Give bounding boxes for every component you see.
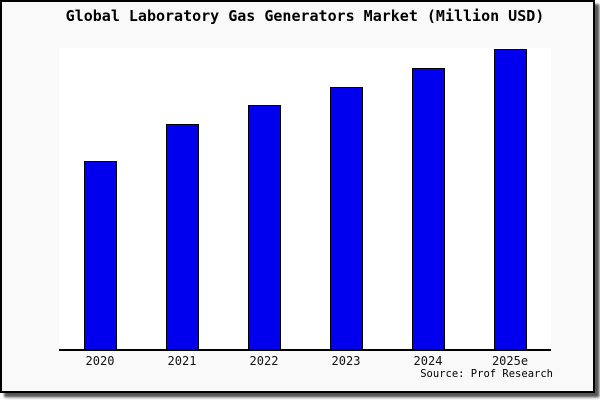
- x-tick-label: 2020: [85, 354, 115, 368]
- bar-2024: [411, 68, 445, 349]
- chart-frame: Global Laboratory Gas Generators Market …: [0, 0, 595, 393]
- chart-title: Global Laboratory Gas Generators Market …: [65, 7, 545, 25]
- x-tick-label: 2022: [249, 354, 279, 368]
- bar-slot: [469, 48, 551, 349]
- bar-2022: [247, 105, 281, 349]
- x-tick-label: 2024: [413, 354, 443, 368]
- bar-2025e: [493, 49, 527, 349]
- plot-area: [59, 48, 551, 351]
- bar-slot: [141, 48, 223, 349]
- x-tick-label: 2021: [167, 354, 197, 368]
- bar-slot: [387, 48, 469, 349]
- bar-slot: [223, 48, 305, 349]
- source-credit: Source: Prof Research: [420, 368, 553, 380]
- x-tick-label: 2025e: [491, 354, 529, 368]
- bar-slot: [59, 48, 141, 349]
- bar-slot: [305, 48, 387, 349]
- bar-2023: [329, 86, 363, 349]
- x-tick-label: 2023: [331, 354, 361, 368]
- x-axis-labels: 2020 2021 2022 2023 2024 2025e: [59, 354, 551, 368]
- bar-2020: [83, 161, 117, 349]
- bars-container: [59, 48, 551, 349]
- bar-2021: [165, 124, 199, 349]
